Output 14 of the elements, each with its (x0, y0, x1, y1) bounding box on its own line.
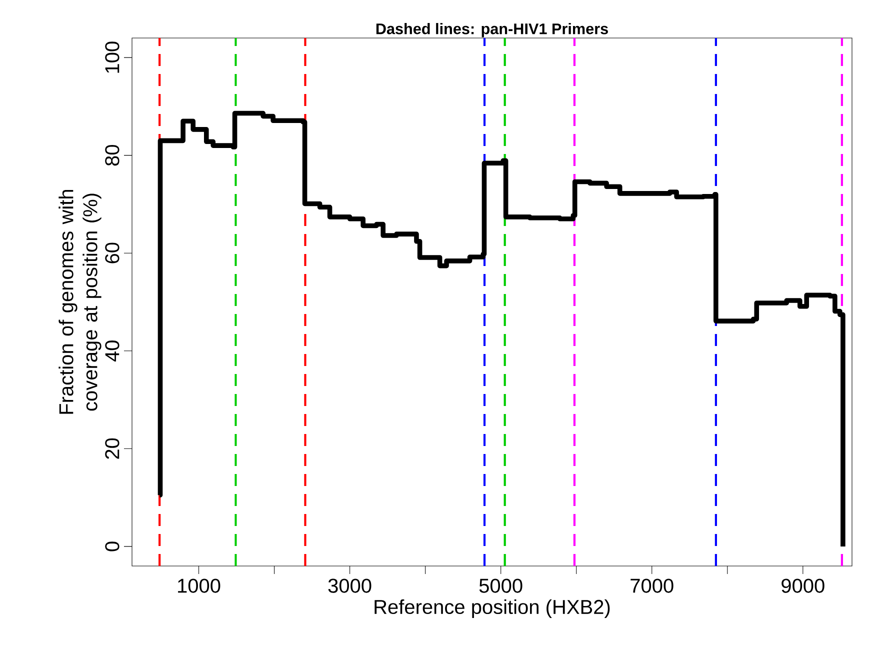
x-axis-title: Reference position (HXB2) (374, 599, 610, 618)
y-tick-label: 0 (105, 542, 120, 552)
x-tick-label: 5000 (479, 578, 522, 593)
y-tick-label: 40 (105, 340, 120, 362)
chart-title: Dashed lines: pan-HIV1 Primers (376, 22, 608, 38)
y-axis-title: Fraction of genomes with coverage at position (%) (58, 190, 102, 414)
x-tick-label: 9000 (782, 578, 824, 593)
y-tick-label: 80 (105, 144, 120, 166)
x-tick-label: 7000 (630, 578, 674, 593)
x-tick-label: 3000 (328, 578, 372, 593)
y-tick-label: 20 (105, 438, 120, 459)
y-tick-label: 100 (105, 42, 120, 73)
y-tick-label: 60 (105, 242, 120, 264)
x-tick-label: 1000 (178, 578, 220, 593)
